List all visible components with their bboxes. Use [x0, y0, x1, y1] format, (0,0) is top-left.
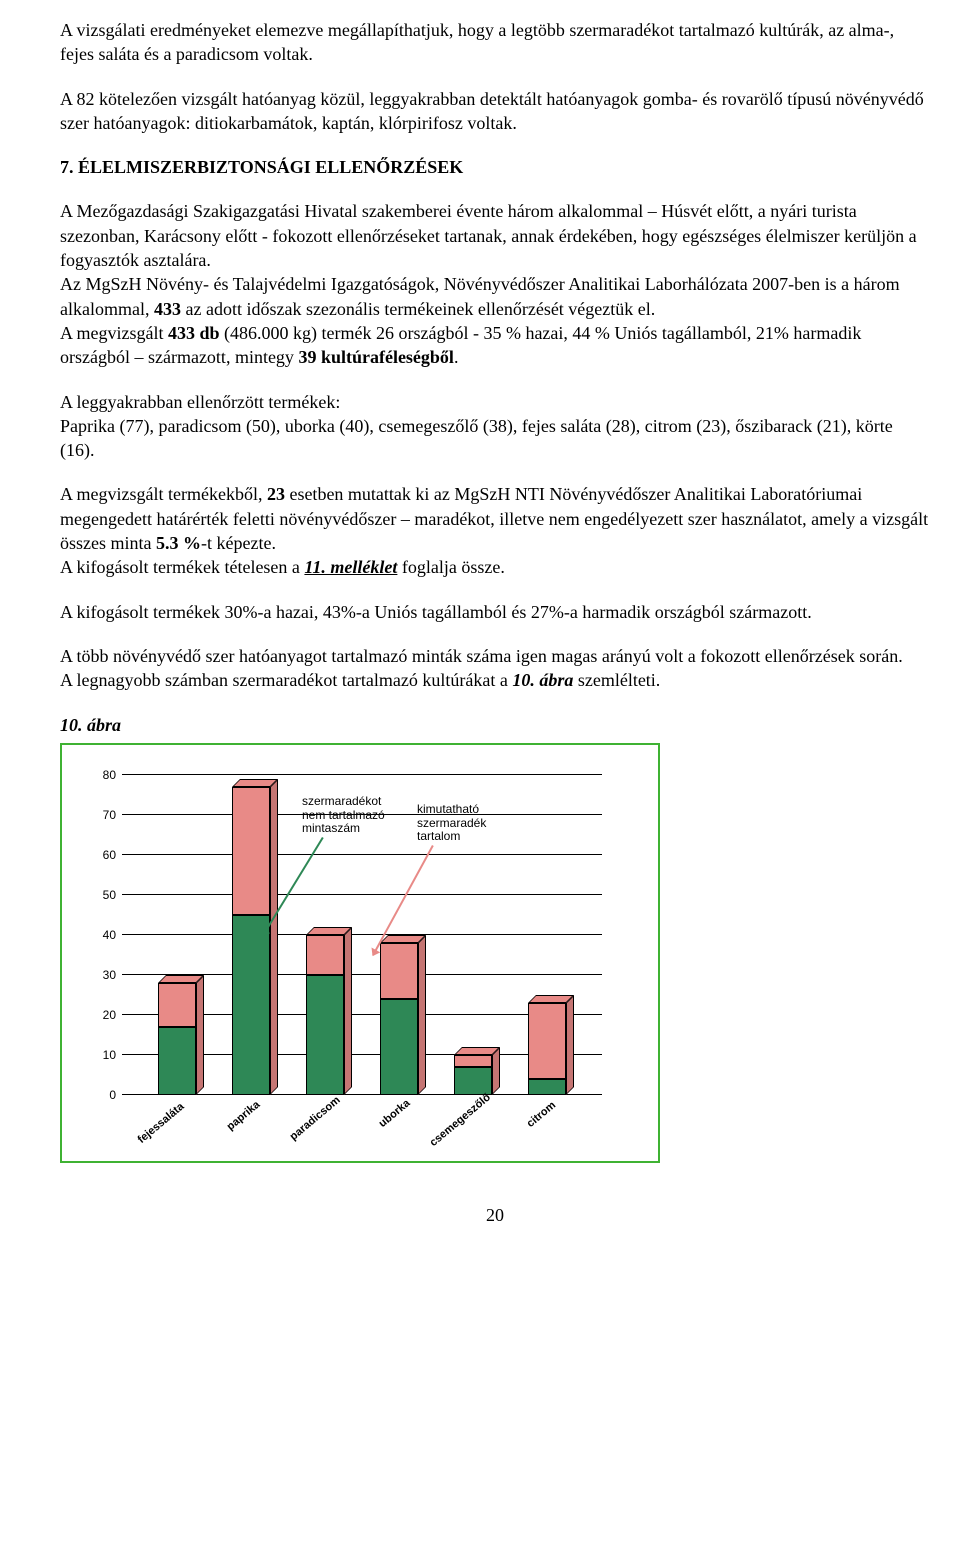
text: szemlélteti.	[573, 670, 660, 690]
chart-xtick-label: citrom	[524, 1098, 559, 1131]
chart-bar-segment	[528, 1003, 566, 1079]
chart-bar-segment	[306, 935, 344, 975]
chart-ytick-label: 30	[88, 967, 116, 983]
text: A kifogásolt termékek tételesen a	[60, 557, 304, 577]
chart-bar-segment	[232, 787, 270, 915]
chart-bar-segment	[380, 943, 418, 999]
chart-gridline	[122, 774, 602, 775]
chart-gridline	[122, 854, 602, 855]
chart-xtick-label: uborka	[376, 1096, 414, 1131]
paragraph-7: A kifogásolt termékek 30%-a hazai, 43%-a…	[60, 600, 930, 624]
section-heading: 7. ÉLELMISZERBIZTONSÁGI ELLENŐRZÉSEK	[60, 155, 930, 179]
chart-bar-side	[566, 995, 574, 1095]
figure-label: 10. ábra	[60, 713, 930, 737]
bold-number: 433 db	[168, 323, 220, 343]
chart-bar	[158, 983, 196, 1095]
chart-bar-segment	[454, 1067, 492, 1095]
chart-ytick-label: 70	[88, 807, 116, 823]
chart-gridline	[122, 934, 602, 935]
chart-bar-segment	[158, 983, 196, 1027]
chart-bar-segment	[158, 1027, 196, 1095]
chart-bar	[528, 1003, 566, 1095]
chart-gridline	[122, 894, 602, 895]
chart-bar	[306, 935, 344, 1095]
chart-bar-segment	[454, 1055, 492, 1067]
text: .	[454, 347, 459, 367]
chart-bar	[232, 787, 270, 1095]
chart-bar-segment	[306, 975, 344, 1095]
text: A megvizsgált	[60, 323, 168, 343]
bold-number: 433	[154, 299, 181, 319]
text: A megvizsgált termékekből,	[60, 484, 267, 504]
chart-bar	[380, 943, 418, 1095]
bold-number: 23	[267, 484, 285, 504]
chart-xtick-label: paprika	[224, 1098, 264, 1135]
paragraph-5: A megvizsgált termékekből, 23 esetben mu…	[60, 482, 930, 579]
paragraph-3: A Mezőgazdasági Szakigazgatási Hivatal s…	[60, 199, 930, 369]
chart-bar-segment	[232, 915, 270, 1095]
chart-ytick-label: 40	[88, 927, 116, 943]
paragraph-2: A 82 kötelezően vizsgált hatóanyag közül…	[60, 87, 930, 136]
chart-ytick-label: 20	[88, 1007, 116, 1023]
chart-bar-side	[270, 779, 278, 1095]
text: foglalja össze.	[397, 557, 504, 577]
chart-bar	[454, 1055, 492, 1095]
text: Paprika (77), paradicsom (50), uborka (4…	[60, 416, 893, 460]
chart-ytick-label: 60	[88, 847, 116, 863]
chart-bar-segment	[528, 1079, 566, 1095]
chart-ytick-label: 10	[88, 1047, 116, 1063]
chart-xtick-label: fejessaláta	[135, 1100, 188, 1148]
paragraph-4: A leggyakrabban ellenőrzött termékek: Pa…	[60, 390, 930, 463]
text: az adott időszak szezonális termékeinek …	[181, 299, 655, 319]
figure-ref: 10. ábra	[512, 670, 573, 690]
text: A leggyakrabban ellenőrzött termékek:	[60, 392, 340, 412]
text: -t képezte.	[201, 533, 276, 553]
chart-bar-side	[344, 927, 352, 1095]
paragraph-8: A több növényvédő szer hatóanyagot tarta…	[60, 644, 930, 693]
chart-plot-area: 01020304050607080fejessalátapaprikaparad…	[122, 775, 602, 1095]
paragraph-1: A vizsgálati eredményeket elemezve megál…	[60, 18, 930, 67]
chart-xtick-label: paradicsom	[287, 1093, 344, 1144]
text: A több növényvédő szer hatóanyagot tarta…	[60, 646, 903, 666]
bold-number: 39 kultúraféleségből	[298, 347, 454, 367]
chart-bar-segment	[380, 999, 418, 1095]
bar-chart: 0 10 20 30 40 50 60 70 80 fejessaláta paprika parad…	[60, 743, 660, 1163]
chart-xtick-label: csemegeszőlő	[427, 1091, 494, 1151]
chart-annotation: szermaradékotnem tartalmazómintaszám	[302, 795, 385, 836]
chart-ytick-label: 50	[88, 887, 116, 903]
chart-ytick-label: 0	[88, 1087, 116, 1103]
chart-bar-side	[492, 1047, 500, 1095]
chart-ytick-label: 80	[88, 767, 116, 783]
chart-annotation: kimutathatószermaradéktartalom	[417, 803, 486, 844]
bold-number: 5.3 %	[156, 533, 201, 553]
text: A Mezőgazdasági Szakigazgatási Hivatal s…	[60, 201, 917, 270]
chart-bar-side	[418, 935, 426, 1095]
text: A legnagyobb számban szermaradékot tarta…	[60, 670, 512, 690]
attachment-link[interactable]: 11. melléklet	[304, 557, 397, 577]
chart-bar-side	[196, 975, 204, 1095]
page-number: 20	[60, 1203, 930, 1227]
